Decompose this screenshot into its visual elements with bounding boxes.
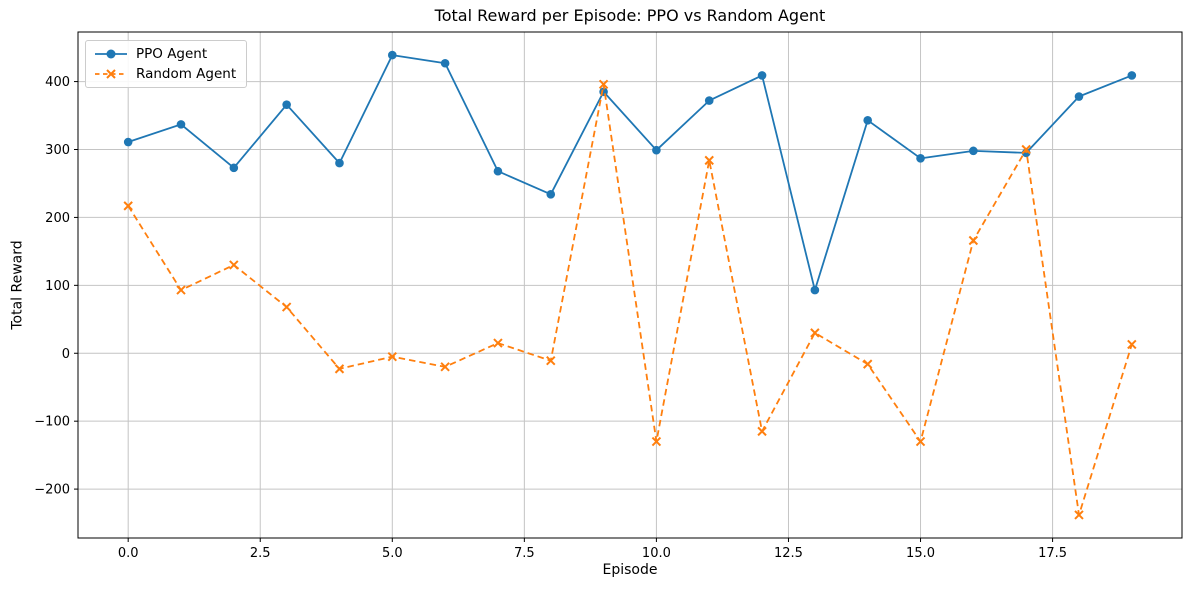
ppo-agent-point <box>1074 92 1084 101</box>
y-tick-label: 100 <box>45 279 70 294</box>
legend-item-random: Random Agent <box>93 66 236 82</box>
ppo-agent-point <box>123 137 133 147</box>
random-agent-point <box>651 436 662 447</box>
random-agent-point <box>1021 144 1031 155</box>
legend-item-ppo: PPO Agent <box>93 46 236 62</box>
legend-label-random: Random Agent <box>136 66 237 82</box>
ppo-agent-point <box>652 145 661 155</box>
random-agent-point <box>229 260 239 270</box>
y-tick-label: 400 <box>45 75 70 90</box>
x-axis-label: Episode <box>602 562 658 578</box>
legend-label-ppo: PPO Agent <box>136 46 208 62</box>
ppo-agent-point <box>810 285 820 295</box>
ppo-agent-point <box>704 96 714 105</box>
random-agent-point <box>334 364 345 374</box>
x-tick-label: 7.5 <box>514 546 535 561</box>
random-agent-point <box>493 338 503 348</box>
y-tick-label: −100 <box>34 415 70 430</box>
random-agent-point <box>176 285 186 295</box>
ppo-agent-point <box>229 163 239 173</box>
random-agent-point <box>968 235 979 246</box>
ppo-agent-point <box>493 166 503 176</box>
legend-swatch-ppo <box>95 49 127 59</box>
legend: PPO Agent Random Agent <box>85 40 248 88</box>
random-agent-point <box>387 351 398 362</box>
ppo-agent-point <box>757 71 767 80</box>
y-axis-label-container: Total Reward <box>6 32 30 538</box>
ppo-agent-line <box>127 54 1133 291</box>
random-agent-point <box>598 79 609 90</box>
x-tick-label: 2.5 <box>250 546 271 561</box>
random-agent-point <box>123 201 133 211</box>
random-agent-point <box>862 359 873 369</box>
x-tick-label: 15.0 <box>906 546 935 561</box>
random-agent-line <box>127 83 1133 516</box>
random-agent-point <box>1074 510 1084 520</box>
ppo-agent-point <box>916 154 925 163</box>
random-agent-point <box>757 426 767 437</box>
x-marker-icon <box>106 69 116 79</box>
y-tick-label: 300 <box>45 143 70 158</box>
ppo-agent-point <box>387 50 397 60</box>
ppo-agent-point <box>969 146 978 156</box>
circle-marker-icon <box>106 49 116 59</box>
random-agent-point <box>704 155 714 166</box>
ppo-agent-point <box>335 158 344 168</box>
y-tick-label: 0 <box>62 347 70 362</box>
y-axis-label: Total Reward <box>10 240 27 330</box>
random-agent-point <box>810 328 820 338</box>
random-agent-point <box>440 362 450 372</box>
x-tick-label: 10.0 <box>642 546 671 561</box>
x-tick-label: 5.0 <box>382 546 403 561</box>
random-agent-point <box>546 356 556 366</box>
ppo-agent-point <box>282 100 291 109</box>
ppo-agent-point <box>546 190 556 199</box>
y-tick-label: 200 <box>45 211 70 226</box>
ppo-agent-point <box>440 58 450 68</box>
chart-title: Total Reward per Episode: PPO vs Random … <box>434 6 826 25</box>
x-tick-label: 17.5 <box>1038 546 1067 561</box>
random-agent-point <box>281 302 292 312</box>
ppo-agent-point <box>863 115 873 125</box>
ppo-agent-point <box>1127 71 1137 80</box>
x-tick-label: 0.0 <box>118 546 139 561</box>
random-agent-point <box>915 436 926 447</box>
ppo-agent-point <box>176 120 186 129</box>
x-tick-label: 12.5 <box>774 546 803 561</box>
legend-swatch-random <box>95 69 127 79</box>
y-tick-label: −200 <box>34 483 70 498</box>
random-agent-point <box>1127 339 1137 350</box>
